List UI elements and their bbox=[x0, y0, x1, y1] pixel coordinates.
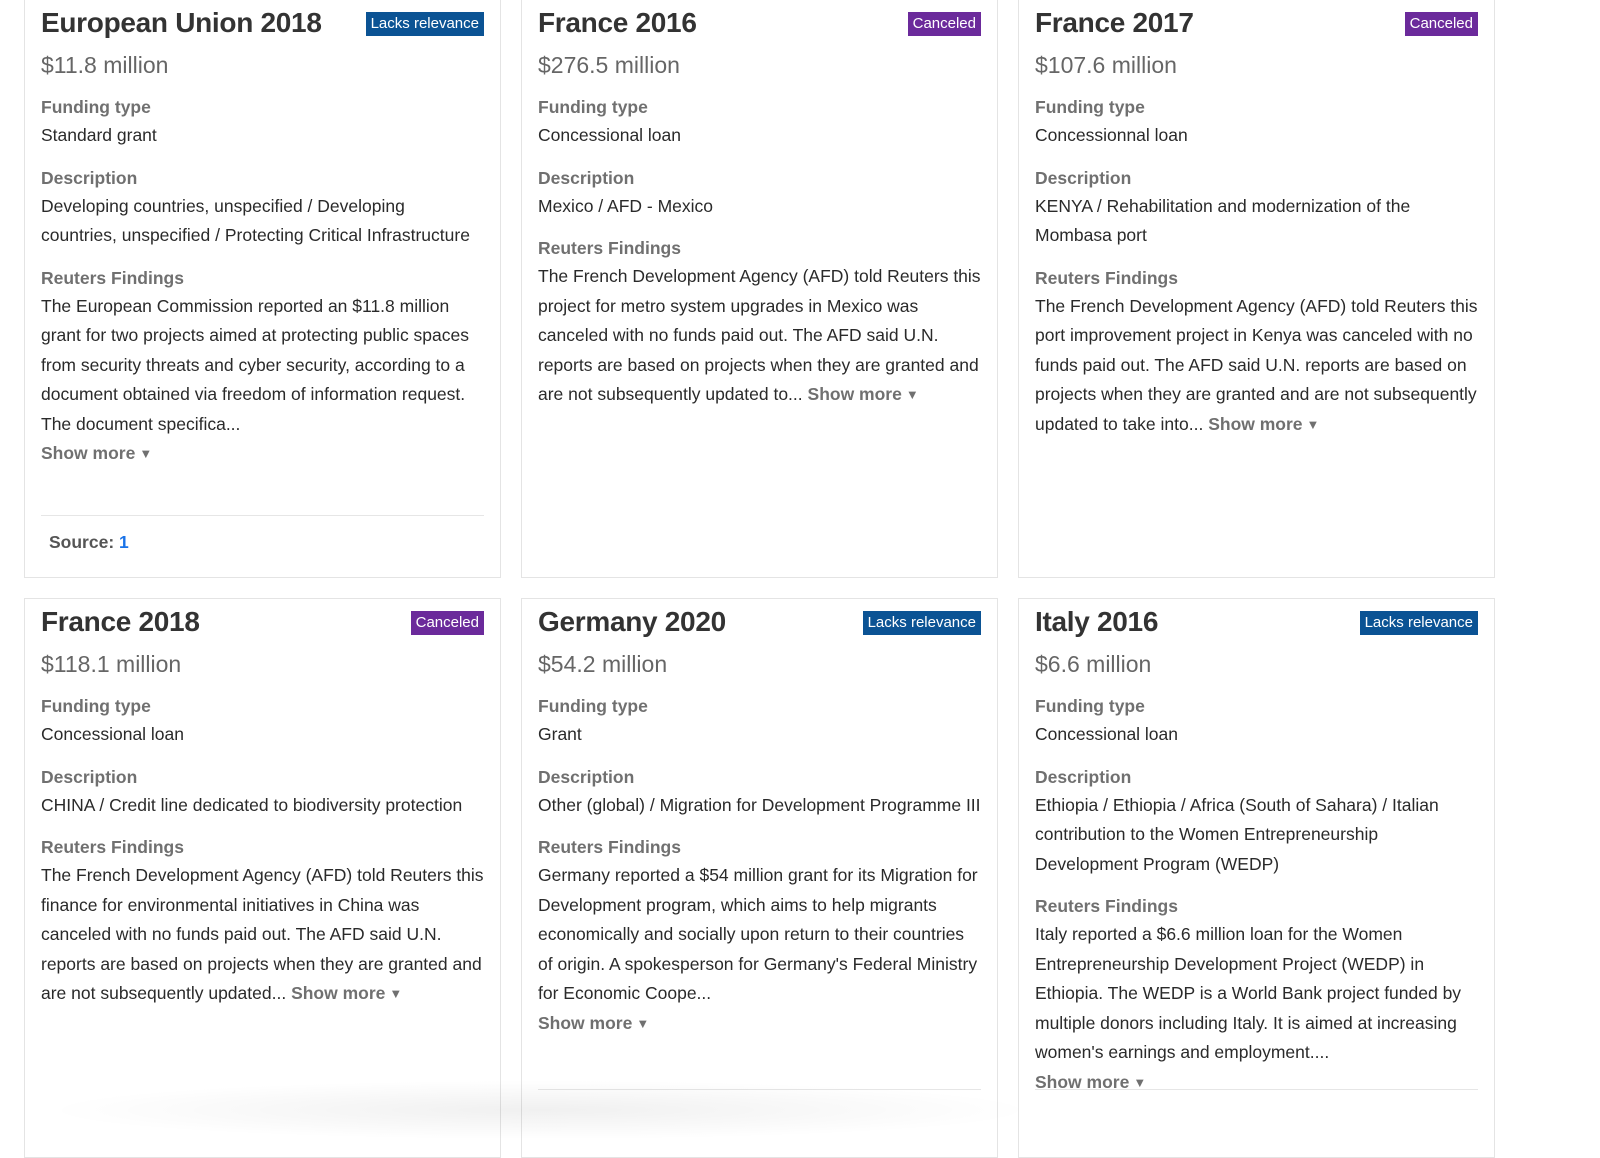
funding-type-value: Concessional loan bbox=[538, 125, 682, 145]
description-value: Ethiopia / Ethiopia / Africa (South of S… bbox=[1035, 794, 1439, 874]
card-title: France 2017 bbox=[1035, 7, 1194, 38]
description-label: Description bbox=[41, 766, 138, 787]
card-title: Italy 2016 bbox=[1035, 606, 1159, 637]
findings-text: The French Development Agency (AFD) told… bbox=[1035, 295, 1478, 434]
findings-value: The European Commission reported an $11.… bbox=[41, 292, 484, 469]
status-badge: Canceled bbox=[907, 12, 981, 36]
project-card: France 2016 Canceled $276.5 million Fund… bbox=[521, 0, 998, 578]
findings-value: Italy reported a $6.6 million loan for t… bbox=[1035, 920, 1478, 1097]
findings-value: The French Development Agency (AFD) told… bbox=[1035, 292, 1478, 440]
funding-type-label: Funding type bbox=[1035, 696, 1145, 716]
caret-down-icon: ▼ bbox=[389, 986, 403, 1001]
caret-down-icon: ▼ bbox=[1306, 416, 1320, 432]
project-card: France 2018 Canceled $118.1 million Fund… bbox=[24, 598, 501, 1158]
show-more-button[interactable]: Show more ▼ bbox=[538, 1013, 649, 1033]
status-badge: Lacks relevance bbox=[365, 12, 484, 36]
description-label: Description bbox=[538, 167, 635, 188]
show-more-button[interactable]: Show more ▼ bbox=[291, 983, 402, 1003]
project-card-grid: European Union 2018 Lacks relevance $11.… bbox=[24, 0, 1502, 578]
card-header: France 2016 Canceled bbox=[538, 0, 981, 48]
status-badge: Lacks relevance bbox=[1359, 611, 1478, 635]
card-header: France 2018 Canceled bbox=[41, 599, 484, 647]
findings-value: Germany reported a $54 million grant for… bbox=[538, 861, 981, 1038]
description-value: Developing countries, unspecified / Deve… bbox=[41, 195, 470, 246]
description-label: Description bbox=[1035, 167, 1132, 188]
funding-type-label: Funding type bbox=[538, 696, 648, 716]
findings-label: Reuters Findings bbox=[1035, 896, 1178, 916]
card-header: Germany 2020 Lacks relevance bbox=[538, 599, 981, 647]
funding-amount: $107.6 million bbox=[1035, 52, 1177, 78]
funding-type-label: Funding type bbox=[41, 97, 151, 117]
findings-label: Reuters Findings bbox=[41, 267, 184, 288]
status-badge: Canceled bbox=[410, 611, 484, 635]
funding-amount: $54.2 million bbox=[538, 651, 668, 677]
description-value: Other (global) / Migration for Developme… bbox=[538, 794, 981, 815]
findings-text: The European Commission reported an $11.… bbox=[41, 295, 469, 434]
project-card-grid-row-2: France 2018 Canceled $118.1 million Fund… bbox=[24, 598, 1502, 1158]
status-badge: Lacks relevance bbox=[862, 611, 981, 635]
show-more-label: Show more bbox=[538, 1012, 633, 1033]
caret-down-icon: ▼ bbox=[905, 387, 919, 402]
caret-down-icon: ▼ bbox=[139, 446, 153, 461]
show-more-label: Show more bbox=[41, 443, 136, 463]
caret-down-icon: ▼ bbox=[636, 1015, 650, 1031]
show-more-button[interactable]: Show more ▼ bbox=[808, 384, 919, 404]
card-header: France 2017 Canceled bbox=[1035, 0, 1478, 48]
funding-amount: $118.1 million bbox=[41, 651, 182, 677]
funding-amount: $276.5 million bbox=[538, 52, 680, 78]
caret-down-icon: ▼ bbox=[1133, 1074, 1147, 1090]
funding-type-value: Standard grant bbox=[41, 125, 157, 145]
description-value: CHINA / Credit line dedicated to biodive… bbox=[41, 794, 463, 815]
card-header: European Union 2018 Lacks relevance bbox=[41, 0, 484, 48]
show-more-button[interactable]: Show more ▼ bbox=[1035, 1072, 1146, 1092]
card-title: Germany 2020 bbox=[538, 606, 726, 637]
card-header: Italy 2016 Lacks relevance bbox=[1035, 599, 1478, 647]
show-more-label: Show more bbox=[807, 384, 902, 404]
findings-label: Reuters Findings bbox=[538, 238, 681, 258]
findings-text: The French Development Agency (AFD) told… bbox=[41, 865, 484, 1003]
description-label: Description bbox=[41, 167, 138, 188]
funding-type-value: Concessional loan bbox=[41, 724, 185, 744]
funding-amount: $6.6 million bbox=[1035, 651, 1152, 677]
findings-text: The French Development Agency (AFD) told… bbox=[538, 266, 981, 404]
findings-text: Italy reported a $6.6 million loan for t… bbox=[1035, 924, 1462, 1062]
source-label: Source: bbox=[49, 532, 115, 552]
funding-type-label: Funding type bbox=[538, 97, 648, 117]
findings-label: Reuters Findings bbox=[538, 837, 681, 857]
card-title: France 2018 bbox=[41, 606, 200, 637]
funding-type-label: Funding type bbox=[1035, 97, 1145, 117]
show-more-label: Show more bbox=[1035, 1071, 1130, 1092]
card-title: France 2016 bbox=[538, 7, 697, 38]
findings-label: Reuters Findings bbox=[41, 837, 184, 857]
findings-value: The French Development Agency (AFD) told… bbox=[41, 861, 484, 1009]
show-more-label: Show more bbox=[291, 983, 386, 1003]
card-divider bbox=[538, 1089, 981, 1090]
source-row: Source: 1 bbox=[41, 515, 484, 553]
show-more-label: Show more bbox=[1208, 413, 1303, 434]
funding-type-label: Funding type bbox=[41, 696, 151, 716]
funding-type-value: Grant bbox=[538, 724, 582, 744]
project-card: France 2017 Canceled $107.6 million Fund… bbox=[1018, 0, 1495, 578]
description-label: Description bbox=[1035, 766, 1132, 787]
show-more-button[interactable]: Show more ▼ bbox=[1208, 414, 1319, 434]
source-link[interactable]: 1 bbox=[119, 532, 129, 552]
findings-value: The French Development Agency (AFD) told… bbox=[538, 262, 981, 410]
funding-amount: $11.8 million bbox=[41, 52, 169, 78]
card-divider bbox=[1035, 1089, 1478, 1090]
show-more-button[interactable]: Show more ▼ bbox=[41, 443, 152, 463]
description-value: KENYA / Rehabilitation and modernization… bbox=[1035, 195, 1411, 246]
findings-text: Germany reported a $54 million grant for… bbox=[538, 865, 978, 1003]
funding-type-value: Concessionnal loan bbox=[1035, 125, 1188, 145]
description-value: Mexico / AFD - Mexico bbox=[538, 195, 714, 216]
project-card: Italy 2016 Lacks relevance $6.6 million … bbox=[1018, 598, 1495, 1158]
card-title: European Union 2018 bbox=[41, 7, 322, 38]
project-card: Germany 2020 Lacks relevance $54.2 milli… bbox=[521, 598, 998, 1158]
funding-type-value: Concessional loan bbox=[1035, 724, 1179, 744]
project-card: European Union 2018 Lacks relevance $11.… bbox=[24, 0, 501, 578]
description-label: Description bbox=[538, 766, 635, 787]
status-badge: Canceled bbox=[1404, 12, 1478, 36]
findings-label: Reuters Findings bbox=[1035, 267, 1178, 288]
